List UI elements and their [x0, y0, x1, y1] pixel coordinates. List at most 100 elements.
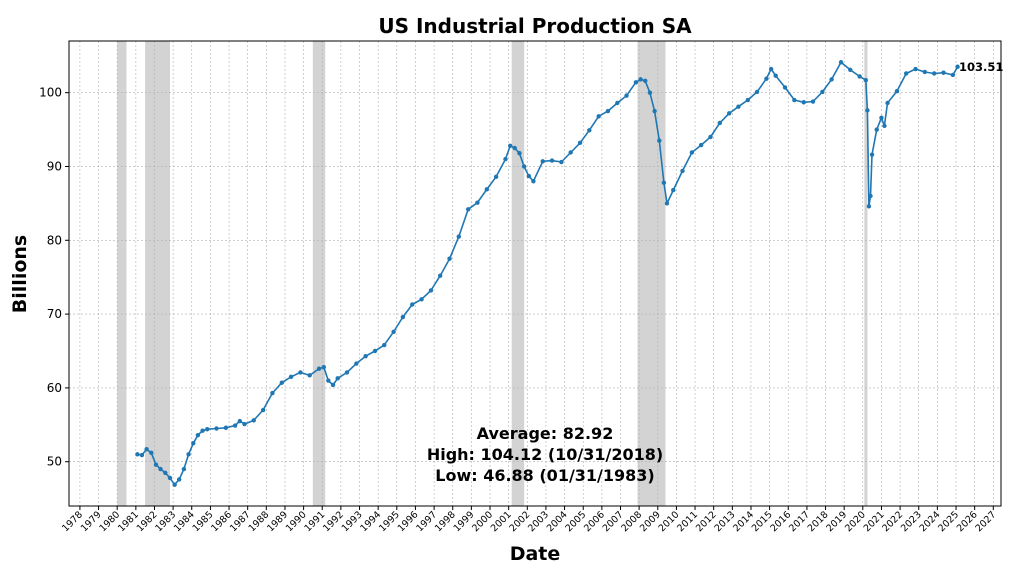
data-point	[773, 73, 778, 78]
data-point	[354, 361, 359, 366]
data-point	[801, 100, 806, 105]
data-point	[321, 365, 326, 370]
last-value-label: 103.51	[959, 60, 1003, 74]
x-tick-label: 2005	[563, 509, 588, 534]
x-tick-label: 2019	[824, 509, 849, 534]
data-point	[568, 150, 573, 155]
recession-bands	[117, 41, 868, 506]
x-axis-label: Date	[510, 543, 561, 565]
data-point	[671, 187, 676, 193]
recession-band-5	[864, 41, 868, 506]
data-point	[885, 100, 890, 106]
y-tick-label: 60	[47, 381, 62, 395]
data-point	[493, 174, 499, 180]
data-point	[689, 150, 695, 155]
recession-band-4	[637, 41, 666, 506]
data-point	[745, 97, 751, 103]
x-tick-label: 2004	[545, 509, 570, 534]
x-tick-label: 2011	[675, 509, 700, 534]
x-tick-label: 2003	[526, 509, 551, 534]
stats-line-high: High: 104.12 (10/31/2018)	[427, 445, 663, 464]
data-point	[950, 72, 956, 78]
data-point	[882, 123, 887, 129]
data-point	[200, 428, 205, 433]
data-point	[698, 142, 704, 148]
x-tick-label: 1998	[433, 509, 458, 534]
plot-frame	[68, 40, 1002, 507]
data-point	[163, 470, 168, 475]
data-point	[139, 452, 145, 458]
data-point	[410, 302, 415, 307]
data-point	[726, 111, 732, 116]
x-tick-label: 1999	[452, 509, 477, 534]
data-point	[330, 382, 336, 388]
data-point	[484, 187, 490, 192]
data-point	[237, 418, 243, 424]
data-point	[316, 366, 322, 371]
x-tick-label: 1996	[396, 509, 421, 534]
data-point	[559, 159, 564, 165]
data-point	[955, 64, 960, 69]
data-point	[857, 74, 862, 79]
x-tick-label: 1994	[358, 509, 383, 534]
y-tick-label: 70	[47, 307, 62, 321]
data-point	[810, 99, 816, 104]
x-tick-label: 1995	[377, 509, 402, 534]
x-tick-label: 2012	[694, 509, 719, 534]
data-point	[437, 273, 443, 278]
x-tick-label: 1979	[79, 509, 104, 534]
data-point	[382, 342, 387, 348]
data-point	[149, 450, 154, 456]
x-tick-label: 2020	[843, 509, 868, 534]
data-point	[400, 314, 406, 320]
data-point	[624, 93, 629, 98]
data-point	[874, 127, 879, 132]
y-tick-label: 80	[47, 233, 62, 247]
data-point	[512, 145, 517, 151]
data-point	[419, 297, 424, 302]
x-tick-label: 2007	[601, 509, 626, 534]
data-point	[260, 407, 266, 413]
data-point	[153, 462, 159, 467]
chart-title: US Industrial Production SA	[378, 14, 692, 38]
data-point	[475, 200, 480, 205]
data-point	[792, 97, 797, 103]
data-point	[456, 234, 462, 239]
data-point	[158, 466, 163, 472]
recession-band-0	[117, 41, 127, 506]
data-point	[144, 446, 149, 452]
x-tick-label: 2009	[638, 509, 663, 534]
x-tick-label: 1990	[284, 509, 309, 534]
y-tick-label: 90	[47, 159, 62, 173]
x-tick-label: 2017	[787, 509, 812, 534]
data-point	[633, 80, 639, 85]
data-point	[657, 138, 662, 143]
data-point	[754, 89, 760, 95]
x-axis: 1978197919801981198219831984198519861987…	[60, 506, 998, 534]
data-point	[661, 180, 667, 185]
data-point	[507, 143, 513, 149]
data-point	[363, 353, 368, 359]
data-point	[172, 482, 177, 487]
x-tick-label: 2025	[936, 509, 961, 534]
y-tick-label: 50	[47, 455, 62, 469]
recession-band-1	[145, 41, 170, 506]
data-point	[372, 348, 378, 354]
stats-line-low: Low: 46.88 (01/31/1983)	[435, 466, 655, 485]
x-tick-label: 1992	[321, 509, 346, 534]
x-tick-label: 2002	[508, 509, 533, 534]
x-tick-label: 1986	[209, 509, 234, 534]
data-point	[176, 477, 182, 482]
data-point	[879, 115, 884, 120]
recession-band-2	[312, 41, 326, 506]
data-point	[279, 380, 285, 385]
data-point	[288, 374, 294, 380]
y-axis-label: Billions	[9, 235, 31, 313]
data-point	[232, 423, 238, 428]
data-point	[242, 421, 247, 427]
plot-area	[68, 40, 1002, 507]
x-tick-label: 2015	[750, 509, 775, 534]
data-point	[913, 66, 918, 72]
data-point	[868, 193, 873, 199]
data-point	[647, 90, 653, 95]
